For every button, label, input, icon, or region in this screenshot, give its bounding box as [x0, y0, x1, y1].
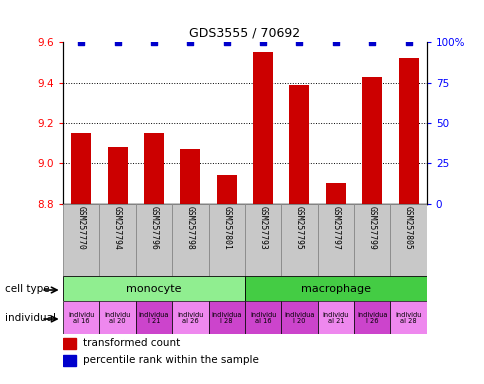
- Text: GSM257793: GSM257793: [258, 206, 267, 250]
- Bar: [216, 175, 236, 204]
- Bar: [362, 76, 381, 204]
- FancyBboxPatch shape: [390, 301, 426, 334]
- Text: GSM257799: GSM257799: [367, 206, 376, 250]
- FancyBboxPatch shape: [63, 301, 99, 334]
- FancyBboxPatch shape: [136, 301, 172, 334]
- Text: percentile rank within the sample: percentile rank within the sample: [83, 355, 258, 365]
- FancyBboxPatch shape: [244, 276, 426, 301]
- FancyBboxPatch shape: [353, 301, 390, 334]
- Point: [113, 39, 121, 45]
- Point: [186, 39, 194, 45]
- FancyBboxPatch shape: [353, 204, 390, 276]
- FancyBboxPatch shape: [281, 204, 317, 276]
- FancyBboxPatch shape: [136, 204, 172, 276]
- Bar: [144, 133, 164, 204]
- Text: individual: individual: [5, 313, 56, 323]
- Title: GDS3555 / 70692: GDS3555 / 70692: [189, 26, 300, 40]
- Text: individua
l 20: individua l 20: [284, 311, 314, 324]
- Point: [367, 39, 375, 45]
- Bar: [107, 147, 127, 204]
- FancyBboxPatch shape: [244, 301, 281, 334]
- Text: GSM257795: GSM257795: [294, 206, 303, 250]
- FancyBboxPatch shape: [281, 301, 317, 334]
- Text: cell type: cell type: [5, 284, 49, 294]
- Point: [258, 39, 266, 45]
- Text: transformed count: transformed count: [83, 338, 180, 348]
- FancyBboxPatch shape: [317, 204, 353, 276]
- Bar: [63, 338, 76, 349]
- FancyBboxPatch shape: [244, 204, 281, 276]
- Text: GSM257797: GSM257797: [331, 206, 340, 250]
- FancyBboxPatch shape: [390, 204, 426, 276]
- Text: individu
al 20: individu al 20: [104, 311, 131, 324]
- Bar: [63, 355, 76, 366]
- Text: individua
l 26: individua l 26: [356, 311, 387, 324]
- Text: individu
al 28: individu al 28: [394, 311, 421, 324]
- FancyBboxPatch shape: [208, 301, 244, 334]
- Bar: [71, 133, 91, 204]
- Point: [404, 39, 411, 45]
- FancyBboxPatch shape: [317, 301, 353, 334]
- Text: GSM257798: GSM257798: [185, 206, 195, 250]
- Bar: [398, 58, 418, 204]
- Point: [222, 39, 230, 45]
- Text: GSM257794: GSM257794: [113, 206, 122, 250]
- Text: individu
al 16: individu al 16: [249, 311, 276, 324]
- Text: individua
l 21: individua l 21: [138, 311, 169, 324]
- FancyBboxPatch shape: [63, 204, 99, 276]
- Text: monocyte: monocyte: [126, 284, 182, 294]
- Text: macrophage: macrophage: [300, 284, 370, 294]
- Text: GSM257770: GSM257770: [76, 206, 86, 250]
- Bar: [253, 52, 272, 204]
- Point: [150, 39, 157, 45]
- Text: individu
al 21: individu al 21: [322, 311, 348, 324]
- Bar: [289, 84, 309, 204]
- FancyBboxPatch shape: [172, 301, 208, 334]
- Point: [331, 39, 339, 45]
- Text: individu
al 26: individu al 26: [177, 311, 203, 324]
- Text: GSM257796: GSM257796: [149, 206, 158, 250]
- FancyBboxPatch shape: [63, 276, 244, 301]
- Text: GSM257805: GSM257805: [403, 206, 412, 250]
- Text: individu
al 16: individu al 16: [68, 311, 94, 324]
- Bar: [180, 149, 200, 204]
- FancyBboxPatch shape: [99, 204, 136, 276]
- Point: [77, 39, 85, 45]
- Point: [295, 39, 302, 45]
- FancyBboxPatch shape: [208, 204, 244, 276]
- FancyBboxPatch shape: [172, 204, 208, 276]
- Text: GSM257801: GSM257801: [222, 206, 231, 250]
- Bar: [325, 184, 345, 204]
- Text: individua
l 28: individua l 28: [211, 311, 242, 324]
- FancyBboxPatch shape: [99, 301, 136, 334]
